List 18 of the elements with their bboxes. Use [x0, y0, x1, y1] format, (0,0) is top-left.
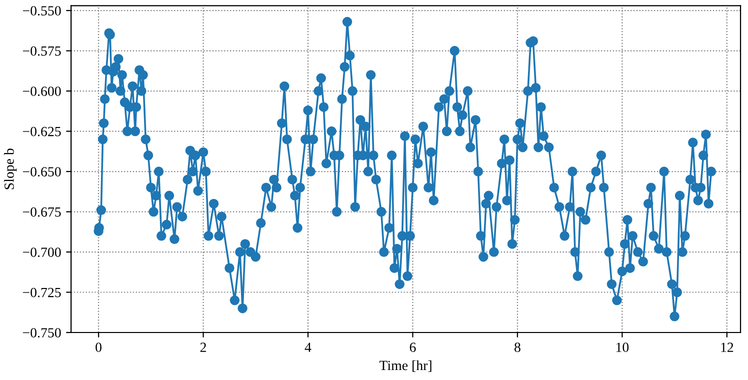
x-tick-label: 4 [304, 342, 312, 352]
x-tick-label: 0 [96, 342, 102, 352]
y-tick-label: −0.600 [22, 86, 61, 96]
y-tick-label: −0.550 [22, 6, 61, 16]
y-tick-label: −0.750 [22, 328, 61, 338]
y-tick-label: −0.575 [22, 46, 61, 56]
y-tick-label: −0.625 [22, 126, 61, 136]
y-tick-label: −0.725 [22, 288, 61, 298]
y-axis-title: Slope b [4, 148, 17, 190]
x-tick-label: 10 [616, 342, 629, 352]
y-tick-label: −0.650 [22, 167, 61, 177]
x-tick-label: 8 [514, 342, 520, 352]
x-tick-label: 6 [410, 342, 416, 352]
x-tick-label: 2 [200, 342, 206, 352]
y-tick-label: −0.700 [22, 248, 61, 258]
x-tick-label: 12 [721, 342, 734, 352]
y-tick-label: −0.675 [22, 207, 61, 217]
x-axis-title: Time [hr] [379, 360, 432, 372]
